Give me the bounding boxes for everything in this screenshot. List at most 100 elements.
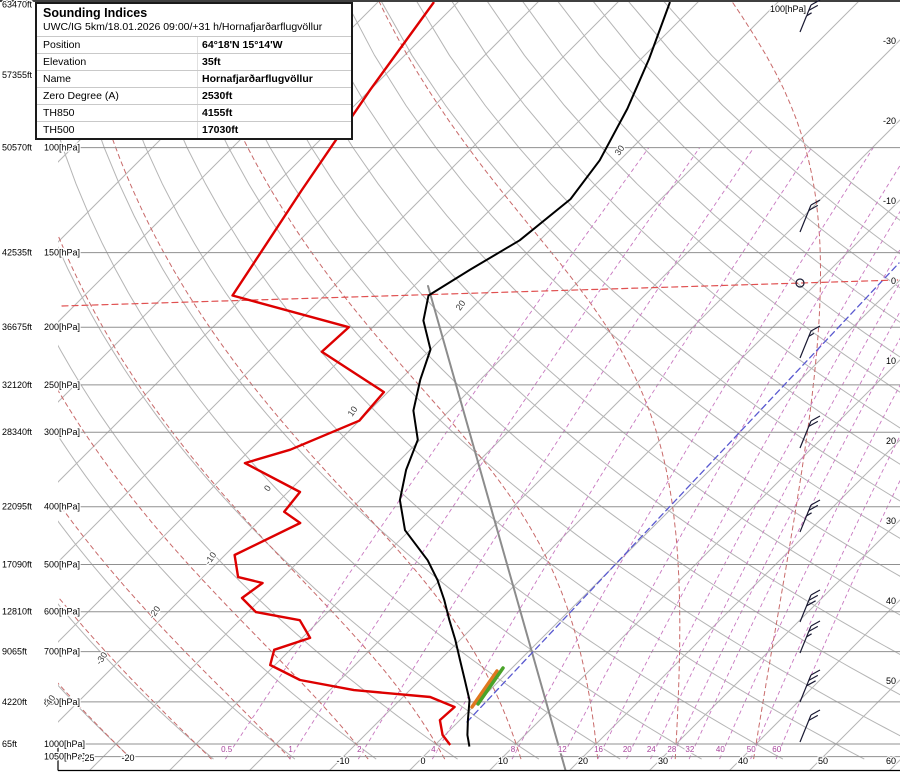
extra-label: -25 xyxy=(81,753,94,763)
mixing-ratio-label: 16 xyxy=(594,745,603,754)
isotherm-line xyxy=(409,279,900,770)
mixing-ratio-label: 50 xyxy=(747,745,756,754)
panel-row-value: 4155ft xyxy=(197,105,351,121)
barb-half-tick xyxy=(808,332,815,337)
barb-tick xyxy=(810,620,821,627)
panel-row-value: 2530ft xyxy=(197,88,351,104)
pressure-label: 150[hPa] xyxy=(44,248,80,258)
barb-tick xyxy=(808,420,819,427)
barb-half-tick xyxy=(806,633,812,638)
dry-adiabat-line xyxy=(663,2,900,221)
mixing-ratio-line xyxy=(750,434,900,760)
mixing-ratio-label: 32 xyxy=(685,745,694,754)
mixing-ratio-line xyxy=(688,337,900,760)
barb-tick xyxy=(808,625,819,632)
altitude-label: 22095ft xyxy=(2,502,33,512)
panel-row-label: TH500 xyxy=(43,124,75,136)
mixing-ratio-label: 2 xyxy=(357,745,362,754)
mixing-ratio-line xyxy=(289,147,701,760)
barb-tick xyxy=(810,499,821,506)
right-temp-label: 60 xyxy=(886,756,896,766)
reference-gray-line xyxy=(427,285,567,770)
moist-adiabat-label: -40 xyxy=(42,693,58,709)
barb-tick xyxy=(808,674,819,681)
pressure-label: 500[hPa] xyxy=(44,559,80,569)
dry-adiabat-line xyxy=(239,2,900,655)
dry-adiabat-line xyxy=(310,2,900,577)
wind-barb xyxy=(799,709,821,743)
bottom-temp-label: 20 xyxy=(578,756,588,766)
pressure-label: 200[hPa] xyxy=(44,322,80,332)
moist-adiabat-label: -20 xyxy=(147,604,163,620)
pressure-label: 850[hPa] xyxy=(44,697,80,707)
mixing-ratio-line xyxy=(511,147,874,760)
bottom-temp-label: 50 xyxy=(818,756,828,766)
moist-adiabat-line xyxy=(58,389,369,760)
dry-adiabat-line xyxy=(275,2,900,616)
moist-adiabat-line xyxy=(58,233,446,760)
bottom-temp-label: 40 xyxy=(738,756,748,766)
altitude-label: 65ft xyxy=(2,739,18,749)
panel-rows: Position 64°18'N 15°14'W Elevation 35ft Name… xyxy=(37,36,351,138)
altitude-label: 42535ft xyxy=(2,248,33,258)
pressure-label: 400[hPa] xyxy=(44,502,80,512)
barb-tick xyxy=(810,589,821,596)
dry-adiabat-line xyxy=(487,2,900,393)
altitude-label: 36675ft xyxy=(2,322,33,332)
bottom-temp-label: 10 xyxy=(498,756,508,766)
mixing-ratio-label: 28 xyxy=(667,745,676,754)
panel-subtitle: UWC/IG 5km/18.01.2026 09:00/+31 h/Hornaf… xyxy=(43,21,323,33)
isotherm-line xyxy=(58,2,699,643)
mixing-ratio-label: 20 xyxy=(623,745,632,754)
pressure-label: 600[hPa] xyxy=(44,607,80,617)
wind-barb xyxy=(799,669,821,703)
barb-tick xyxy=(808,714,819,721)
panel-row-value: Hornafjarðarflugvöllur xyxy=(197,71,351,87)
panel-row: TH850 4155ft xyxy=(37,104,351,121)
wind-barb xyxy=(795,278,805,288)
barb-staff xyxy=(799,674,812,703)
dry-adiabat-line xyxy=(416,2,900,465)
mixing-ratio-line xyxy=(670,310,900,760)
altitude-label: 63470ft xyxy=(2,0,33,9)
dewpoint-trace xyxy=(231,2,456,746)
dry-adiabat-line xyxy=(628,2,900,255)
mixing-ratio-label: 40 xyxy=(716,745,725,754)
bottom-temp-label: 30 xyxy=(658,756,668,766)
dry-adiabat-line xyxy=(133,2,865,760)
barb-tick xyxy=(806,680,816,687)
barb-tick xyxy=(810,415,821,422)
tropopause-red-dashed-line xyxy=(61,279,899,307)
dry-adiabat-line xyxy=(593,2,900,289)
isotherm-line xyxy=(729,599,900,770)
panel-row-label: TH850 xyxy=(43,107,75,119)
altitude-label: 17090ft xyxy=(2,559,33,569)
panel-row-label: Name xyxy=(43,73,72,85)
barb-tick xyxy=(808,204,819,211)
panel-row: Zero Degree (A) 2530ft xyxy=(37,87,351,104)
blue-dashed-line xyxy=(466,262,900,723)
isotherm-line xyxy=(89,2,859,770)
wind-barb xyxy=(799,0,821,33)
panel-row: Position 64°18'N 15°14'W xyxy=(37,36,351,53)
panel-row-label: Elevation xyxy=(43,56,87,68)
moist-adiabat-label: 20 xyxy=(454,298,468,312)
panel-title: Sounding Indices xyxy=(43,6,148,20)
panel-row-value: 35ft xyxy=(197,54,351,70)
panel-row: TH500 17030ft xyxy=(37,121,351,138)
isotherm-line xyxy=(58,2,539,483)
panel-row-label: Zero Degree (A) xyxy=(43,90,119,102)
mixing-ratio-label: 1 xyxy=(288,745,293,754)
mixing-ratio-label: 24 xyxy=(647,745,656,754)
barb-tick xyxy=(806,600,816,607)
wind-barb xyxy=(799,589,821,623)
isotherm-line xyxy=(58,2,619,563)
dry-adiabat-line xyxy=(58,520,296,760)
pressure-label: 100[hPa] xyxy=(44,143,80,153)
dry-adiabat-line xyxy=(522,2,900,358)
barb-tick xyxy=(810,325,821,332)
wind-barb xyxy=(799,499,821,533)
dry-adiabat-line xyxy=(58,246,540,760)
